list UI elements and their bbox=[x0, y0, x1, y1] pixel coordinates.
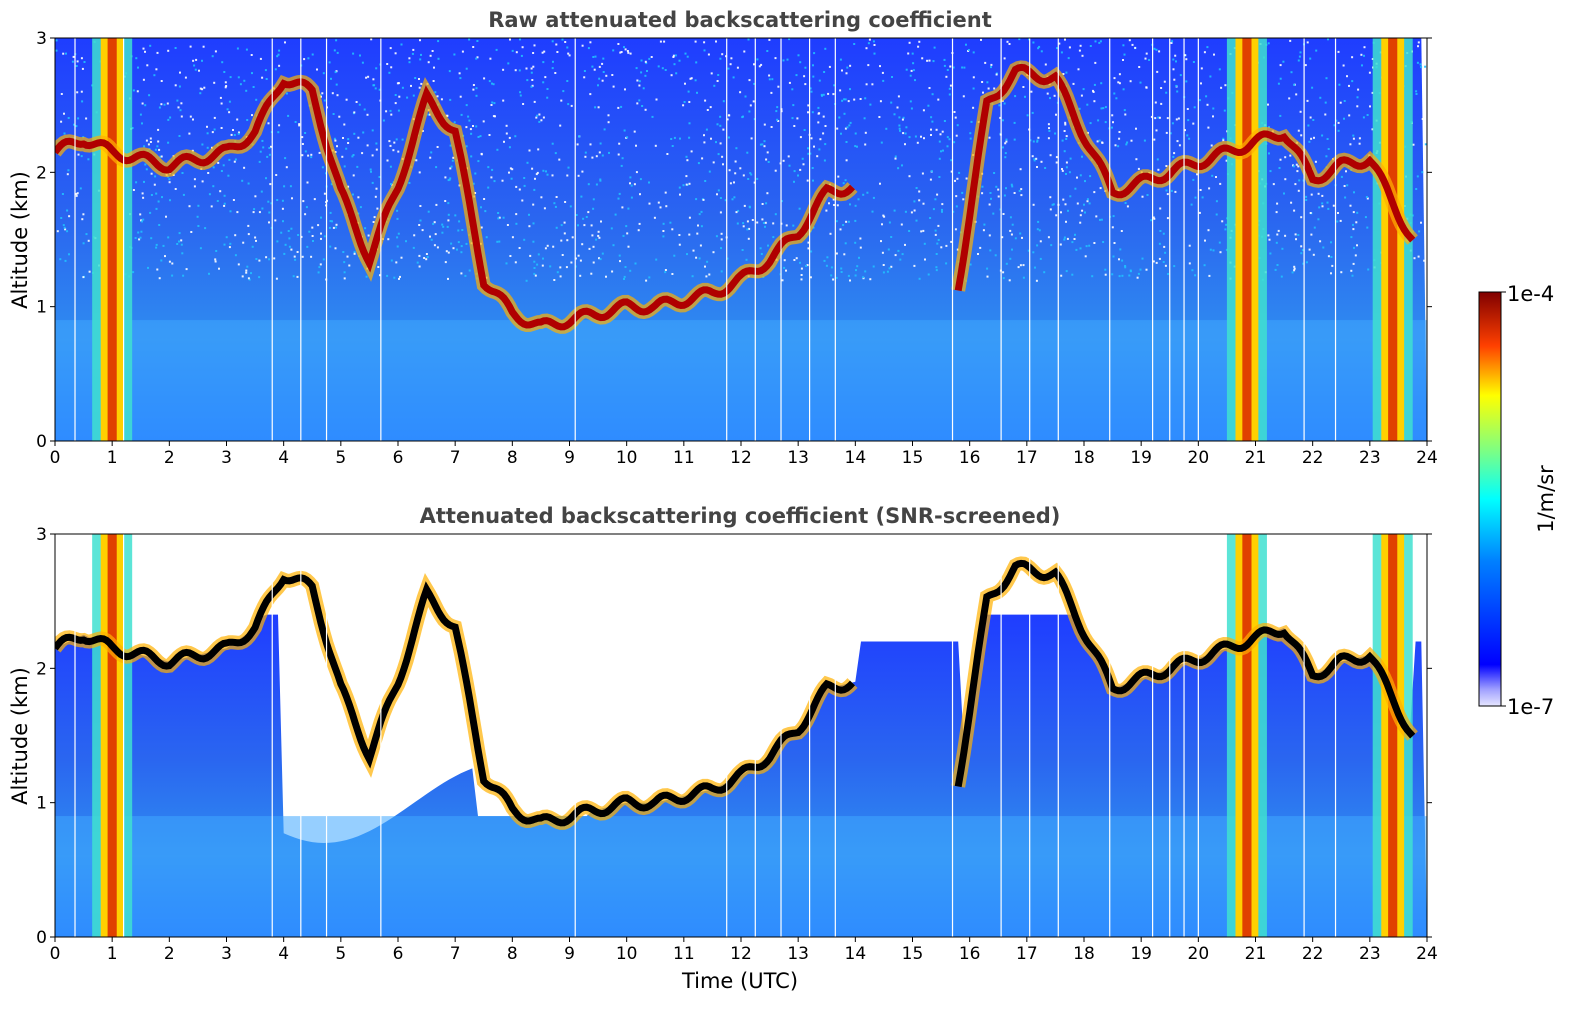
panel-screened: Attenuated backscattering coefficient (S… bbox=[8, 504, 1438, 993]
x-tick-label: 3 bbox=[221, 448, 232, 468]
y-tick-label: 3 bbox=[36, 29, 47, 49]
x-tick-label: 19 bbox=[1130, 944, 1152, 964]
y-axis-label: Altitude (km) bbox=[8, 667, 32, 805]
x-tick-label: 24 bbox=[1416, 448, 1438, 468]
x-tick-label: 5 bbox=[335, 944, 346, 964]
precip-column bbox=[1226, 38, 1267, 441]
panel-title: Raw attenuated backscattering coefficien… bbox=[488, 8, 992, 32]
x-tick-label: 21 bbox=[1245, 944, 1267, 964]
surface-band bbox=[55, 320, 1427, 441]
x-tick-label: 10 bbox=[616, 448, 638, 468]
x-tick-label: 6 bbox=[393, 944, 404, 964]
panel-title: Attenuated backscattering coefficient (S… bbox=[420, 504, 1061, 528]
x-tick-label: 0 bbox=[50, 944, 61, 964]
x-tick-label: 13 bbox=[787, 944, 809, 964]
x-tick-label: 10 bbox=[616, 944, 638, 964]
x-tick-label: 0 bbox=[50, 448, 61, 468]
colorbar-min-label: 1e-7 bbox=[1507, 695, 1554, 719]
y-tick-label: 1 bbox=[36, 298, 47, 318]
x-tick-label: 21 bbox=[1245, 448, 1267, 468]
x-tick-label: 19 bbox=[1130, 448, 1152, 468]
x-tick-label: 8 bbox=[507, 944, 518, 964]
x-tick-label: 1 bbox=[107, 944, 118, 964]
x-tick-label: 12 bbox=[730, 944, 752, 964]
x-tick-label: 16 bbox=[959, 448, 981, 468]
x-tick-label: 11 bbox=[673, 944, 695, 964]
x-tick-label: 14 bbox=[845, 448, 867, 468]
heatmap-area bbox=[55, 38, 1427, 441]
x-tick-label: 5 bbox=[335, 448, 346, 468]
x-tick-label: 13 bbox=[787, 448, 809, 468]
x-tick-label: 22 bbox=[1302, 944, 1324, 964]
x-tick-label: 20 bbox=[1188, 448, 1210, 468]
precip-column bbox=[92, 534, 133, 937]
y-tick-label: 3 bbox=[36, 525, 47, 545]
x-tick-label: 1 bbox=[107, 448, 118, 468]
x-tick-label: 22 bbox=[1302, 448, 1324, 468]
y-tick-label: 1 bbox=[36, 794, 47, 814]
colorbar-unit-label: 1/m/sr bbox=[1534, 465, 1558, 533]
x-axis-label: Time (UTC) bbox=[681, 969, 798, 993]
y-tick-label: 0 bbox=[36, 432, 47, 452]
x-tick-label: 8 bbox=[507, 448, 518, 468]
x-tick-label: 14 bbox=[845, 944, 867, 964]
colorbar: 1e-4 1e-7 1/m/sr bbox=[1478, 282, 1558, 719]
colorbar-max-label: 1e-4 bbox=[1507, 282, 1554, 306]
x-tick-label: 9 bbox=[564, 944, 575, 964]
x-tick-label: 18 bbox=[1073, 944, 1095, 964]
cloud-layer bbox=[55, 559, 1416, 827]
x-tick-label: 4 bbox=[278, 448, 289, 468]
y-axis: 0 1 2 3 bbox=[36, 525, 1432, 948]
heatmap-area bbox=[55, 534, 1427, 937]
x-tick-label: 6 bbox=[393, 448, 404, 468]
x-tick-label: 23 bbox=[1359, 448, 1381, 468]
y-axis-label: Altitude (km) bbox=[8, 171, 32, 309]
x-tick-label: 7 bbox=[450, 448, 461, 468]
x-tick-label: 4 bbox=[278, 944, 289, 964]
x-tick-label: 23 bbox=[1359, 944, 1381, 964]
x-tick-label: 15 bbox=[902, 448, 924, 468]
y-tick-label: 2 bbox=[36, 163, 47, 183]
x-tick-label: 17 bbox=[1016, 448, 1038, 468]
x-tick-label: 7 bbox=[450, 944, 461, 964]
x-tick-label: 2 bbox=[164, 448, 175, 468]
x-tick-label: 9 bbox=[564, 448, 575, 468]
x-tick-label: 12 bbox=[730, 448, 752, 468]
x-tick-label: 2 bbox=[164, 944, 175, 964]
x-axis: 0 1 2 3 4 5 6 7 8 9 10 11 12 13 14 15 16 17 18 19 20 21 22 23 24 bbox=[50, 441, 1438, 468]
x-tick-label: 17 bbox=[1016, 944, 1038, 964]
surface-band bbox=[55, 816, 1427, 937]
x-axis: 0 1 2 3 4 5 6 7 8 9 10 11 12 13 14 15 16 17 18 19 20 21 22 23 24 bbox=[50, 937, 1438, 964]
y-axis: 0 1 2 3 bbox=[36, 29, 1432, 452]
x-tick-label: 3 bbox=[221, 944, 232, 964]
cloud-layer bbox=[55, 63, 1416, 331]
x-tick-label: 20 bbox=[1188, 944, 1210, 964]
precip-column bbox=[1226, 534, 1267, 937]
colorbar-gradient bbox=[1478, 291, 1502, 707]
x-tick-label: 11 bbox=[673, 448, 695, 468]
x-tick-label: 18 bbox=[1073, 448, 1095, 468]
x-tick-label: 15 bbox=[902, 944, 924, 964]
noise-speckle bbox=[55, 38, 1427, 282]
x-tick-label: 16 bbox=[959, 944, 981, 964]
precip-column bbox=[92, 38, 133, 441]
panel-raw: Raw attenuated backscattering coefficien… bbox=[8, 8, 1438, 468]
x-tick-label: 24 bbox=[1416, 944, 1438, 964]
y-tick-label: 2 bbox=[36, 659, 47, 679]
y-tick-label: 0 bbox=[36, 928, 47, 948]
